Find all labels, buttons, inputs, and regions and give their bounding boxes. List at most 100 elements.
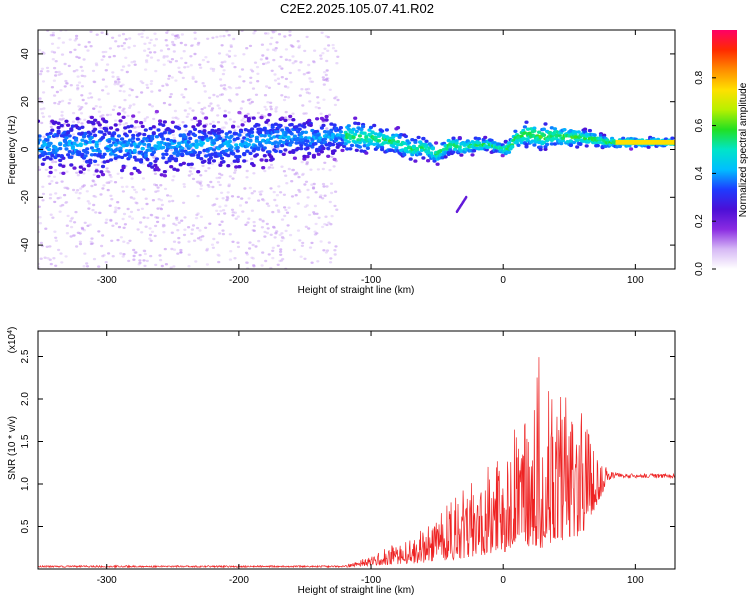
spectrogram-background-cell (305, 91, 309, 94)
spectrogram-band-cell (172, 151, 177, 155)
spectrogram-band-cell (402, 141, 407, 145)
spectrogram-background-cell (334, 190, 338, 193)
spectrogram-band-cell (296, 136, 301, 141)
spectrogram-background-cell (149, 254, 153, 258)
spectrogram-x-tick-label: 100 (627, 275, 644, 286)
spectrogram-background-cell (145, 36, 149, 39)
spectrogram-background-cell (39, 257, 43, 260)
spectrogram-background-cell (134, 130, 138, 134)
spectrogram-background-cell (92, 203, 96, 207)
spectrogram-background-cell (194, 260, 198, 263)
spectrogram-background-cell (302, 73, 306, 76)
spectrogram-background-cell (49, 193, 53, 196)
spectrogram-band-cell (102, 160, 107, 164)
spectrogram-band-cell (261, 166, 266, 170)
spectrogram-background-cell (90, 96, 94, 99)
spectrogram-background-cell (64, 255, 68, 258)
spectrogram-band-cell (434, 141, 439, 145)
spectrogram-band-cell (67, 134, 72, 138)
spectrogram-band-cell (291, 149, 296, 153)
spectrogram-background-cell (300, 88, 304, 91)
spectrogram-band-cell (234, 132, 239, 136)
spectrogram-background-cell (193, 239, 197, 242)
spectrogram-background-cell (179, 251, 183, 254)
spectrogram-background-cell (156, 186, 160, 189)
spectrogram-background-cell (265, 231, 269, 235)
spectrogram-band-cell (525, 127, 531, 131)
spectrogram-band-cell (340, 141, 345, 145)
spectrogram-band-cell (368, 125, 374, 130)
spectrogram-background-cell (328, 88, 332, 92)
spectrogram-background-cell (88, 92, 92, 95)
spectrogram-band-cell (476, 137, 481, 141)
spectrogram-background-cell (321, 197, 325, 200)
spectrogram-background-cell (192, 167, 196, 170)
spectrogram-band-cell (210, 152, 215, 156)
spectrogram-band-cell (120, 137, 125, 141)
spectrogram-background-cell (321, 52, 325, 55)
colorbar: 0.00.20.40.60.8 Normalized spectral ampl… (694, 30, 749, 276)
spectrogram-background-cell (143, 252, 147, 256)
spectrogram-background-cell (119, 236, 123, 239)
spectrogram-background-cell (187, 240, 191, 243)
spectrogram-background-cell (142, 249, 146, 252)
spectrogram-background-cell (149, 56, 154, 59)
spectrogram-background-cell (130, 117, 134, 121)
spectrogram-background-cell (233, 169, 238, 172)
spectrogram-background-cell (149, 38, 153, 42)
spectrogram-background-cell (76, 87, 80, 90)
spectrogram-background-cell (122, 130, 126, 133)
spectrogram-background-cell (242, 80, 246, 83)
spectrogram-background-cell (121, 217, 125, 221)
spectrogram-background-cell (327, 221, 331, 224)
spectrogram-background-cell (221, 197, 225, 200)
spectrogram-background-cell (77, 81, 82, 84)
spectrogram-background-cell (197, 101, 201, 105)
spectrogram-background-cell (273, 79, 278, 82)
spectrogram-background-cell (101, 114, 105, 117)
spectrogram-band-cell (186, 140, 191, 144)
spectrogram-background-cell (330, 214, 334, 218)
spectrogram-band-cell (105, 159, 110, 163)
spectrogram-background-cell (51, 31, 55, 35)
spectrogram-band-cell (219, 156, 225, 160)
spectrogram-background-cell (164, 263, 168, 266)
spectrogram-band-cell (118, 146, 123, 150)
spectrogram-band-cell (58, 142, 63, 147)
snr-panel: -300 -200 -100 0 100 0.51.01.52.02.5 Height … (7, 327, 676, 596)
spectrogram-band-cell (223, 114, 228, 118)
spectrogram-band-cell (283, 133, 288, 137)
spectrogram-background-cell (122, 47, 126, 51)
spectrogram-background-cell (170, 76, 174, 79)
spectrogram-background-cell (243, 187, 247, 190)
spectrogram-band-cell (254, 153, 259, 157)
spectrogram-background-cell (167, 74, 171, 78)
spectrogram-background-cell (249, 76, 253, 80)
spectrogram-background-cell (241, 210, 245, 213)
spectrogram-band-cell (451, 136, 456, 140)
spectrogram-background-cell (271, 166, 275, 169)
spectrogram-y-tick-label: -20 (20, 190, 31, 205)
spectrogram-band-cell (78, 142, 83, 146)
spectrogram-band-cell (305, 146, 310, 150)
spectrogram-background-cell (284, 229, 288, 233)
spectrogram-background-cell (72, 188, 76, 192)
spectrogram-background-cell (137, 125, 141, 129)
spectrogram-band-cell (74, 138, 79, 142)
spectrogram-background-cell (38, 205, 41, 208)
spectrogram-band-cell (250, 130, 255, 134)
spectrogram-background-cell (273, 73, 277, 76)
spectrogram-band-cell (270, 125, 275, 129)
spectrogram-background-cell (176, 36, 181, 39)
spectrogram-background-cell (59, 204, 63, 208)
spectrogram-band-cell (633, 144, 639, 149)
spectrogram-background-cell (209, 67, 213, 70)
spectrogram-background-cell (305, 35, 309, 39)
spectrogram-background-cell (314, 191, 318, 194)
spectrogram-band-cell (384, 128, 389, 132)
spectrogram-background-cell (299, 61, 303, 64)
spectrogram-background-cell (219, 35, 223, 38)
spectrogram-background-cell (87, 207, 91, 210)
spectrogram-background-cell (288, 71, 292, 75)
